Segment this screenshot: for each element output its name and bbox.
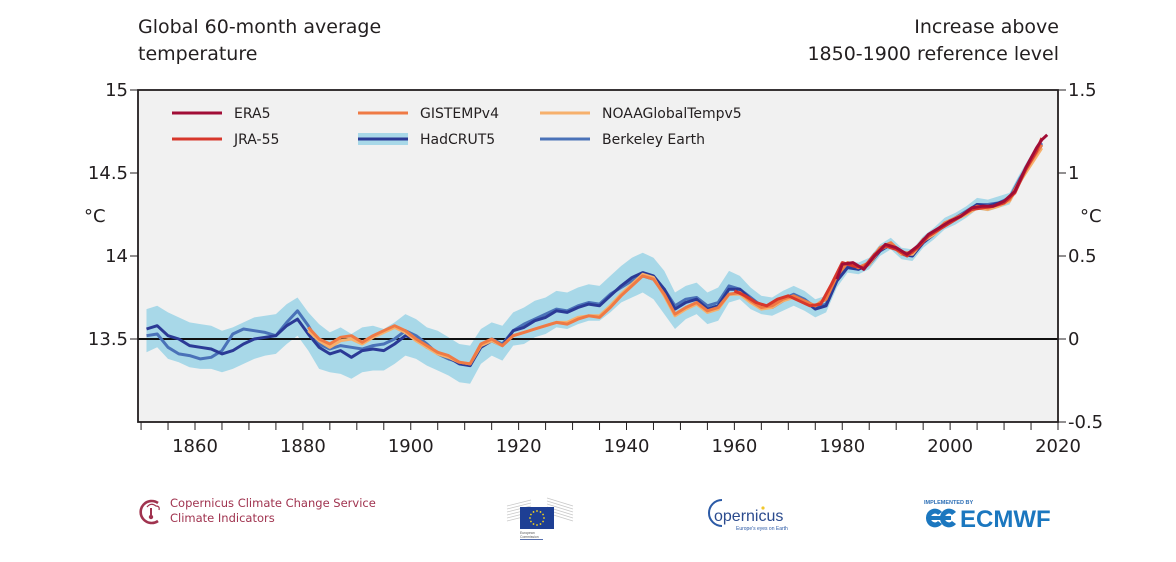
x-tick-label: 1920 [496, 436, 542, 457]
title-right-line1: Increase above [914, 16, 1059, 38]
x-tick-label: 2000 [927, 436, 973, 457]
y-right-tick-label: 0 [1068, 329, 1079, 350]
legend-item-gistempv4: GISTEMPv4 [358, 106, 499, 122]
uncertainty-band-layer [146, 139, 1042, 384]
legend-item-jra-55: JRA-55 [172, 132, 279, 148]
legend-label: HadCRUT5 [420, 132, 495, 148]
y-unit-left: °C [84, 206, 106, 227]
copernicus-tagline: Europe's eyes on Earth [736, 526, 788, 532]
footer-logos: Copernicus Climate Change Service Climat… [0, 488, 1176, 548]
eu-flag-icon [520, 507, 554, 529]
copernicus-word: opernicus [714, 508, 783, 525]
title-right-line2: 1850-1900 reference level [807, 43, 1059, 65]
ecmwf-wave-icon [925, 508, 956, 528]
y-right-tick-label: 0.5 [1068, 246, 1097, 267]
legend-label: JRA-55 [233, 132, 279, 148]
x-tick-label: 1940 [604, 436, 650, 457]
legend-item-era5: ERA5 [172, 106, 271, 122]
legend: ERA5 JRA-55 GISTEMPv4 HadCRUT5 NOAAGlobalTem… [172, 106, 742, 148]
y-unit-right: °C [1080, 206, 1102, 227]
y-left-tick-label: 13.5 [88, 329, 128, 350]
copernicus-logo: opernicus Europe's eyes on Earth [708, 499, 788, 532]
x-tick-label: 1900 [388, 436, 434, 457]
y-right-tick-label: -0.5 [1068, 412, 1103, 433]
c3s-logo: Copernicus Climate Change Service Climat… [138, 496, 376, 526]
european-commission-logo: European Commission [506, 497, 574, 540]
c3s-thermometer-icon [139, 499, 160, 525]
ec-caption-1: European [520, 531, 535, 535]
legend-item-berkeley-earth: Berkeley Earth [540, 132, 705, 148]
title-left-line2: temperature [138, 43, 258, 65]
legend-item-hadcrut5: HadCRUT5 [358, 132, 495, 148]
legend-item-noaaglobaltempv5: NOAAGlobalTempv5 [540, 106, 742, 122]
y-left-tick-label: 15 [105, 80, 128, 101]
y-left-tick-label: 14.5 [88, 163, 128, 184]
chart-title-left: Global 60-month average temperature [138, 14, 381, 68]
y-left-tick-label: 14 [105, 246, 128, 267]
ecmwf-word: ECMWF [960, 506, 1051, 533]
hadcrut5-uncertainty-band [146, 139, 1042, 384]
title-left-line1: Global 60-month average [138, 16, 382, 38]
series-line-era5 [835, 133, 1049, 280]
chart-title-right: Increase above 1850-1900 reference level [807, 14, 1059, 68]
x-tick-label: 1880 [280, 436, 326, 457]
legend-label: GISTEMPv4 [420, 106, 499, 122]
x-tick-label: 1980 [819, 436, 865, 457]
legend-label: ERA5 [234, 106, 271, 122]
temperature-chart: 1860 1880 1900 1920 1940 1960 1980 2000 2020 13.5… [84, 80, 1103, 457]
axes-layer: 1860 1880 1900 1920 1940 1960 1980 2000 2020 13.5… [88, 80, 1103, 457]
ec-caption-2: Commission [520, 535, 539, 539]
y-right-tick-label: 1.5 [1068, 80, 1097, 101]
series-layer [146, 133, 1049, 368]
y-right-tick-label: 1 [1068, 163, 1079, 184]
x-tick-label: 1960 [711, 436, 757, 457]
x-tick-label: 2020 [1035, 436, 1081, 457]
ecmwf-implemented-by: IMPLEMENTED BY [924, 500, 974, 506]
legend-label: Berkeley Earth [602, 132, 705, 148]
c3s-line1: Copernicus Climate Change Service [170, 496, 376, 510]
ecmwf-logo: IMPLEMENTED BY ECMWF [924, 500, 1051, 533]
x-tick-label: 1860 [172, 436, 218, 457]
legend-label: NOAAGlobalTempv5 [602, 106, 742, 122]
c3s-line2: Climate Indicators [170, 511, 275, 525]
